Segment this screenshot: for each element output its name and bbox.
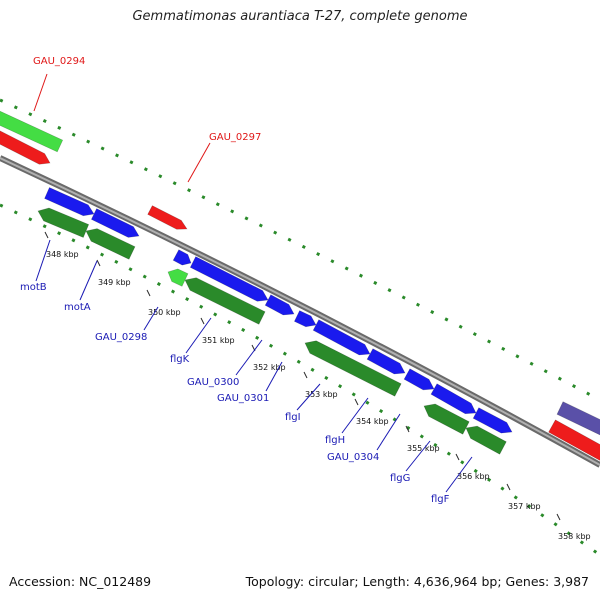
genome-backbone-highlight — [0, 157, 600, 466]
tick-label: 349 kbp — [98, 278, 131, 287]
tick-label: 355 kbp — [407, 444, 440, 453]
gene-leader-line — [376, 413, 401, 451]
tick-label: 358 kbp — [558, 532, 591, 541]
cds-forward-8[interactable] — [366, 348, 406, 375]
tick-mark — [556, 513, 561, 521]
tick-mark — [455, 453, 460, 461]
gene-label-gau_0300[interactable]: GAU_0300 — [187, 377, 239, 388]
accession-label: Accession: NC_012489 — [9, 574, 152, 589]
gene-label-gau_0301[interactable]: GAU_0301 — [217, 393, 269, 404]
tick-mark — [405, 425, 410, 433]
cds-reverse-3[interactable] — [167, 268, 189, 287]
gene-label-flgh[interactable]: flgH — [325, 435, 345, 446]
tick-label: 350 kbp — [148, 308, 181, 317]
cds-forward-1[interactable] — [44, 187, 95, 217]
gene-leader-line — [235, 339, 263, 376]
gene-label-flgg[interactable]: flgG — [390, 473, 410, 484]
cds-reverse-5[interactable] — [304, 340, 402, 397]
gene-label-gau_0297[interactable]: GAU_0297 — [209, 132, 261, 143]
gene-leader-line — [79, 260, 98, 301]
tick-label: 352 kbp — [253, 363, 286, 372]
gene-leader-line — [143, 306, 159, 331]
tick-label: 353 kbp — [305, 390, 338, 399]
map-title: Gemmatimonas aurantiaca T-27, complete g… — [132, 9, 468, 24]
tick-label: 356 kbp — [457, 472, 490, 481]
cds-reverse-4[interactable] — [184, 277, 266, 325]
tick-label: 348 kbp — [46, 250, 79, 259]
gene-label-gau_0294[interactable]: GAU_0294 — [33, 56, 85, 67]
gene-leader-line — [341, 397, 369, 434]
rna-feature-red-gau0297[interactable] — [147, 205, 188, 230]
gene-leader-line — [445, 456, 473, 493]
gene-leader-line — [33, 73, 48, 112]
tick-label: 357 kbp — [508, 502, 541, 511]
gene-leader-line — [265, 361, 283, 392]
tick-label: 354 kbp — [356, 417, 389, 426]
tick-label: 351 kbp — [202, 336, 235, 345]
tick-mark — [200, 317, 205, 325]
cds-forward-3[interactable] — [172, 249, 192, 266]
cds-reverse-2[interactable] — [85, 228, 136, 260]
gene-label-gau_0298[interactable]: GAU_0298 — [95, 332, 147, 343]
cds-other-right[interactable] — [556, 401, 600, 439]
tick-mark — [506, 483, 511, 491]
gc-track-inner — [0, 203, 600, 557]
rna-feature-red-1[interactable] — [0, 130, 51, 165]
topology-summary: Topology: circular; Length: 4,636,964 bp… — [245, 574, 589, 589]
gene-leader-line — [187, 142, 211, 183]
tick-mark — [354, 398, 359, 406]
tick-mark — [146, 289, 151, 297]
tick-mark — [303, 371, 308, 379]
tick-mark — [96, 259, 101, 267]
gene-leader-line — [185, 317, 212, 354]
gene-leader-line — [405, 440, 431, 472]
gene-label-motb[interactable]: motB — [20, 282, 47, 293]
cds-reverse-7[interactable] — [465, 425, 507, 455]
cds-forward-9[interactable] — [403, 368, 435, 391]
cds-forward-2[interactable] — [91, 208, 140, 238]
gene-label-flgf[interactable]: flgF — [431, 494, 450, 505]
rna-feature-red-right[interactable] — [548, 419, 600, 464]
cds-forward-7[interactable] — [312, 319, 371, 356]
cds-forward-6[interactable] — [293, 310, 317, 328]
gene-leader-line — [35, 239, 51, 282]
cds-forward-11[interactable] — [472, 407, 513, 434]
rna-feature-green-1[interactable] — [0, 110, 64, 153]
gc-track-outer — [0, 98, 600, 402]
cds-forward-4[interactable] — [189, 256, 269, 302]
gene-label-flgi[interactable]: flgI — [285, 412, 301, 423]
gene-leader-line — [296, 383, 321, 411]
gene-label-mota[interactable]: motA — [64, 302, 91, 313]
tick-mark — [44, 231, 49, 239]
gene-label-flgk[interactable]: flgK — [170, 354, 190, 365]
cds-forward-5[interactable] — [264, 294, 295, 316]
gene-label-gau_0304[interactable]: GAU_0304 — [327, 452, 379, 463]
cds-forward-10[interactable] — [430, 383, 477, 415]
